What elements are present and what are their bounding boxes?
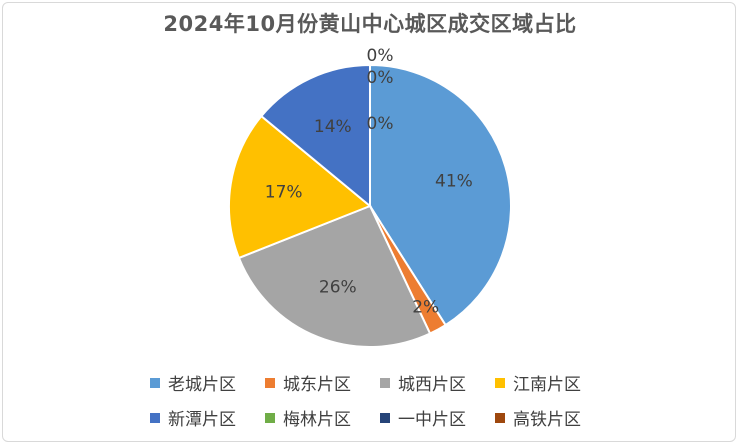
- pie-label-2: 2%: [412, 297, 439, 317]
- pie-label-8: 0%: [367, 114, 394, 134]
- legend-label-7: 一中片区: [398, 410, 466, 430]
- chart-title: 2024年10月份黄山中心城区成交区域占比: [163, 12, 577, 36]
- legend-item-5: 新潭片区: [150, 405, 265, 430]
- legend-item-7: 一中片区: [380, 405, 495, 430]
- legend-label-5: 新潭片区: [168, 410, 236, 430]
- pie-slice-4: [228, 114, 372, 260]
- pie-label-3: 26%: [319, 277, 357, 297]
- pie-slice-3: [237, 204, 432, 348]
- legend-label-1: 老城片区: [168, 375, 236, 395]
- legend-item-1: 老城片区: [150, 370, 265, 395]
- legend-swatch-3: [380, 377, 390, 388]
- legend-swatch-8: [495, 412, 505, 423]
- pie-label-1: 41%: [435, 172, 473, 192]
- legend-label-8: 高铁片区: [513, 410, 581, 430]
- pie-label-4: 17%: [265, 182, 303, 202]
- legend-label-2: 城东片区: [283, 375, 351, 395]
- pie-slice-5: [259, 63, 371, 209]
- legend-item-3: 城西片区: [380, 370, 495, 395]
- pie-slices: [228, 63, 512, 348]
- legend-swatch-7: [380, 412, 390, 423]
- legend-swatch-2: [265, 377, 275, 388]
- pie-slice-labels: 41%2%26%17%14%0%0%0%: [265, 46, 473, 317]
- legend-item-8: 高铁片区: [495, 405, 610, 430]
- legend-item-4: 江南片区: [495, 370, 610, 395]
- legend-swatch-5: [150, 412, 160, 423]
- pie-label-7: 0%: [367, 68, 394, 88]
- legend-swatch-6: [265, 412, 275, 423]
- pie-label-5: 14%: [314, 117, 352, 137]
- legend-label-6: 梅林片区: [283, 410, 351, 430]
- pie-label-6: 0%: [367, 46, 394, 66]
- chart-legend: 老城片区 城东片区 城西片区 江南片区新潭片区 梅林片区 一中片区 高铁片区: [150, 370, 610, 430]
- legend-swatch-4: [495, 377, 505, 388]
- legend-label-4: 江南片区: [513, 375, 581, 395]
- legend-item-6: 梅林片区: [265, 405, 380, 430]
- legend-item-2: 城东片区: [265, 370, 380, 395]
- legend-label-3: 城西片区: [398, 375, 466, 395]
- legend-swatch-1: [150, 377, 160, 388]
